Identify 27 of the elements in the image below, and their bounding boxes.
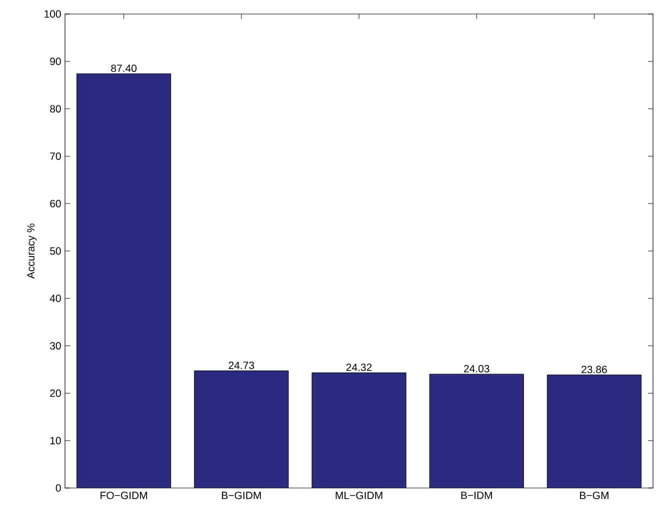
bar (546, 374, 642, 488)
y-tick-label: 70 (50, 152, 61, 160)
bar (312, 372, 406, 488)
y-tick-label: 50 (50, 247, 61, 255)
x-tick-label: ML−GIDM (336, 492, 382, 500)
y-tick-label: 40 (50, 294, 61, 302)
x-tick-label: FO−GIDM (100, 492, 148, 500)
x-tick-label: B−GM (580, 492, 608, 500)
y-tick-label: 10 (50, 436, 61, 444)
bar (430, 374, 524, 488)
y-axis-title: Accuracy % (27, 224, 37, 279)
data-label: 87.40 (111, 64, 137, 72)
x-tick-label: B−IDM (461, 492, 492, 499)
y-tick-label: 0 (56, 484, 61, 492)
y-tick-label: 90 (50, 58, 61, 66)
y-tick-label: 30 (50, 342, 61, 350)
x-tick-label: B−GIDM (222, 492, 261, 500)
y-tick-label: 60 (50, 200, 61, 208)
data-label: 24.03 (464, 364, 490, 372)
y-tick-label: 80 (50, 105, 61, 113)
data-label: 24.32 (346, 364, 372, 372)
bar (194, 370, 288, 488)
data-label: 24.73 (228, 362, 254, 370)
y-tick-label: 100 (44, 10, 61, 18)
data-label: 23.86 (582, 366, 607, 374)
bar (76, 74, 171, 488)
y-tick-label: 20 (50, 389, 61, 397)
